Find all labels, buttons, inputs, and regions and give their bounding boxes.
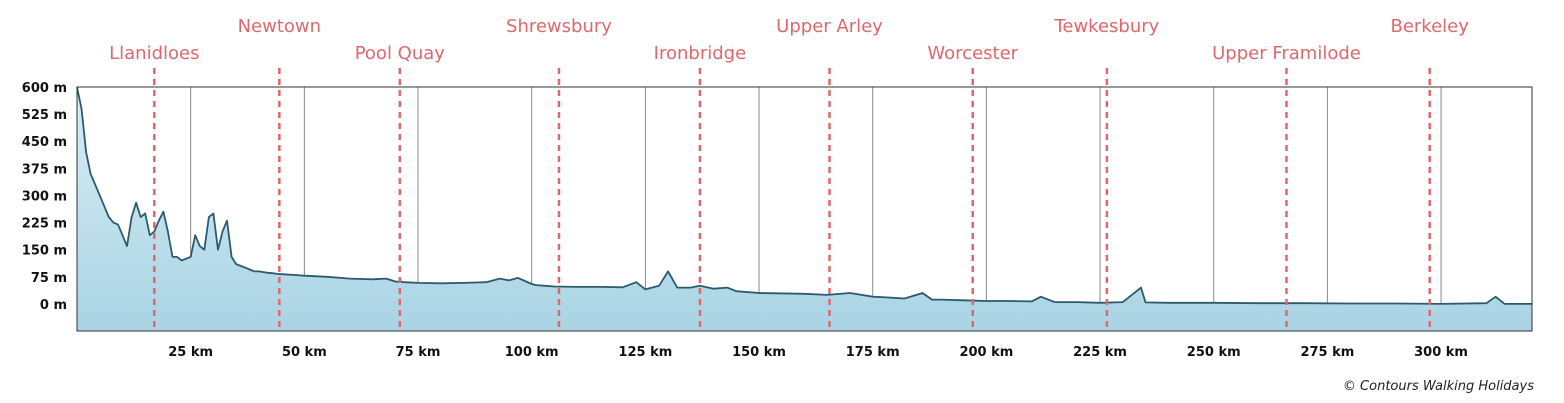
waypoint-label-newtown: Newtown	[238, 16, 321, 37]
x-tick-label: 125 km	[618, 345, 672, 360]
x-tick-label: 50 km	[282, 345, 327, 360]
y-tick-label: 375 m	[22, 162, 67, 177]
waypoint-labels: Llanidloes Newtown Pool Quay Shrewsbury Iron…	[109, 16, 1469, 64]
waypoint-label-ironbridge: Ironbridge	[654, 43, 747, 64]
waypoint-label-shrewsbury: Shrewsbury	[506, 16, 612, 37]
x-tick-label: 250 km	[1187, 345, 1241, 360]
waypoint-label-tewkesbury: Tewkesbury	[1053, 16, 1159, 37]
waypoint-label-upper-arley: Upper Arley	[776, 16, 883, 37]
x-tick-label: 150 km	[732, 345, 786, 360]
y-tick-label: 150 m	[22, 244, 67, 259]
waypoint-label-berkeley: Berkeley	[1390, 16, 1469, 37]
copyright-credit: © Contours Walking Holidays	[1342, 379, 1534, 394]
plot-frame	[76, 86, 1533, 332]
elevation-line	[76, 86, 1532, 305]
elevation-fill	[77, 87, 1532, 331]
x-tick-label: 275 km	[1300, 345, 1354, 360]
grid-lines	[190, 87, 1442, 331]
waypoint-label-upper-framilode: Upper Framilode	[1212, 43, 1361, 64]
x-tick-label: 300 km	[1414, 345, 1468, 360]
x-tick-label: 75 km	[396, 345, 441, 360]
waypoint-label-llanidloes: Llanidloes	[109, 43, 199, 64]
waypoint-label-pool-quay: Pool Quay	[355, 43, 446, 64]
y-tick-label: 525 m	[22, 108, 67, 123]
y-tick-label: 450 m	[22, 135, 67, 150]
y-tick-label: 75 m	[31, 271, 67, 286]
waypoint-label-worcester: Worcester	[927, 43, 1018, 64]
y-tick-label: 600 m	[22, 81, 67, 96]
y-tick-label: 0 m	[40, 298, 67, 313]
x-tick-label: 25 km	[168, 345, 213, 360]
x-axis-tick-labels: 25 km 50 km 75 km 100 km 125 km 150 km 175 km 2…	[168, 345, 1468, 360]
y-tick-label: 225 m	[22, 217, 67, 232]
y-tick-label: 300 m	[22, 189, 67, 204]
elevation-area	[76, 86, 1532, 331]
y-axis-tick-labels: 600 m 525 m 450 m 375 m 300 m 225 m 150 m 75 m 0…	[22, 81, 67, 313]
x-tick-label: 200 km	[959, 345, 1013, 360]
x-tick-label: 100 km	[505, 345, 559, 360]
x-tick-label: 225 km	[1073, 345, 1127, 360]
x-tick-label: 175 km	[846, 345, 900, 360]
plot-border	[76, 86, 1533, 332]
